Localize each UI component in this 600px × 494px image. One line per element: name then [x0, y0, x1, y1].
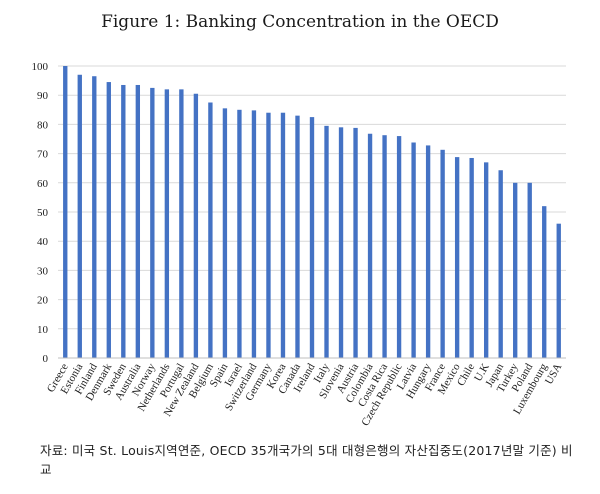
- bar: [454, 157, 460, 358]
- chart-title: Figure 1: Banking Concentration in the O…: [101, 12, 499, 32]
- bar: [425, 145, 431, 358]
- bar: [121, 84, 126, 358]
- bar-chart: 0 10 20 30 40 50 60 70 80 90 100 GreeceEstoniaFinl…: [32, 61, 566, 428]
- bar: [324, 125, 329, 358]
- y-tick-label: 0: [43, 353, 49, 365]
- bar: [309, 117, 315, 358]
- bar: [396, 136, 402, 358]
- bar: [338, 127, 344, 358]
- y-tick-label: 70: [37, 149, 49, 161]
- bar: [63, 66, 68, 358]
- bar: [208, 102, 213, 358]
- y-tick-label: 30: [37, 265, 49, 277]
- bar: [542, 206, 547, 358]
- y-tick-label: 20: [37, 295, 49, 307]
- y-tick-label: 80: [37, 119, 49, 131]
- bar: [295, 115, 300, 358]
- bar: [222, 108, 228, 358]
- bar: [77, 74, 82, 358]
- x-tick-label: USA: [543, 361, 564, 386]
- bar: [440, 149, 445, 358]
- y-tick-label: 40: [37, 236, 49, 248]
- y-axis-ticks: 0 10 20 30 40 50 60 70 80 90 100: [32, 61, 49, 365]
- bar: [382, 135, 387, 358]
- bar: [411, 142, 416, 358]
- bar: [179, 89, 184, 359]
- bar: [367, 133, 373, 358]
- bar: [527, 182, 532, 358]
- bar: [556, 223, 561, 358]
- source-note: 자료: 미국 St. Louis지역연준, OECD 35개국가의 5대 대형은…: [40, 443, 573, 477]
- y-tick-label: 100: [32, 61, 49, 73]
- bar: [251, 110, 257, 358]
- y-tick-label: 10: [37, 324, 49, 336]
- bar: [106, 82, 111, 358]
- bar: [280, 112, 286, 358]
- bar: [193, 93, 199, 359]
- y-tick-label: 60: [37, 178, 49, 190]
- bar: [92, 76, 97, 358]
- y-tick-label: 90: [37, 90, 49, 102]
- bar: [237, 109, 242, 358]
- bar: [513, 182, 518, 358]
- bar: [469, 157, 474, 358]
- y-tick-label: 50: [37, 207, 49, 219]
- bar: [150, 87, 155, 359]
- bars: [63, 66, 561, 359]
- bar: [266, 112, 271, 358]
- bar: [353, 127, 358, 359]
- bar: [164, 89, 170, 359]
- bar: [135, 84, 141, 358]
- bar: [483, 162, 489, 358]
- x-axis-labels: GreeceEstoniaFinlandDenmarkSwedenAustral…: [45, 361, 564, 428]
- bar: [498, 170, 503, 358]
